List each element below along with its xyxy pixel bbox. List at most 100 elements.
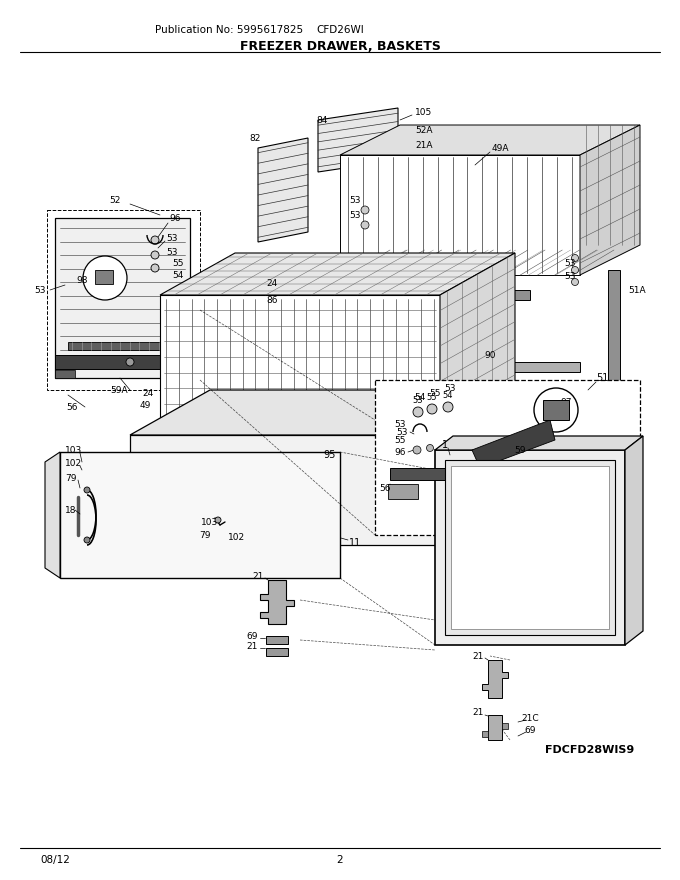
Text: 53: 53 (413, 395, 424, 405)
Text: 55: 55 (172, 259, 184, 268)
Text: 21: 21 (246, 642, 258, 650)
Text: 95: 95 (324, 450, 336, 460)
Circle shape (361, 221, 369, 229)
Bar (375, 380, 640, 535)
Text: 53: 53 (166, 233, 177, 243)
Circle shape (151, 251, 159, 259)
Polygon shape (47, 210, 200, 390)
Bar (200, 290, 530, 300)
Text: 55: 55 (429, 388, 441, 398)
Text: 97: 97 (560, 398, 572, 407)
Text: 52A: 52A (415, 126, 432, 135)
Text: 55: 55 (427, 392, 437, 401)
Text: 53: 53 (350, 195, 361, 204)
Text: 49: 49 (139, 400, 151, 409)
Text: 54: 54 (414, 392, 426, 401)
Circle shape (126, 358, 134, 366)
Circle shape (571, 254, 579, 261)
Polygon shape (460, 390, 540, 545)
Text: 69: 69 (246, 632, 258, 641)
Text: 24: 24 (142, 388, 154, 398)
Text: 103: 103 (65, 445, 82, 454)
Bar (488, 715, 502, 740)
Text: 54: 54 (443, 391, 454, 400)
Text: 18: 18 (65, 505, 77, 515)
Polygon shape (130, 390, 540, 435)
Polygon shape (160, 253, 515, 295)
Text: 24: 24 (267, 278, 277, 288)
Polygon shape (482, 660, 508, 698)
Bar (543, 400, 569, 420)
Bar (502, 723, 508, 729)
Text: 53: 53 (564, 259, 576, 268)
Text: 84: 84 (316, 115, 328, 124)
Polygon shape (580, 125, 640, 275)
Text: 2: 2 (337, 855, 343, 865)
Polygon shape (440, 253, 515, 450)
Text: 542: 542 (523, 542, 537, 552)
Text: 105: 105 (415, 107, 432, 116)
Circle shape (413, 407, 423, 417)
Bar (482, 731, 488, 737)
Text: 1: 1 (442, 440, 448, 450)
Text: 102: 102 (65, 458, 82, 467)
Circle shape (413, 446, 421, 454)
Text: 96: 96 (169, 214, 181, 223)
Text: 59A: 59A (110, 385, 128, 394)
Polygon shape (451, 466, 609, 629)
Polygon shape (318, 108, 398, 172)
Bar (388, 484, 418, 499)
Text: Publication No: 5995617825: Publication No: 5995617825 (155, 25, 303, 35)
Text: FREEZER DRAWER, BASKETS: FREEZER DRAWER, BASKETS (239, 40, 441, 53)
Text: 82: 82 (250, 134, 260, 143)
Polygon shape (445, 460, 615, 635)
Text: 53: 53 (34, 285, 46, 295)
Bar (266, 648, 288, 656)
Circle shape (151, 264, 159, 272)
Polygon shape (130, 435, 460, 545)
Circle shape (427, 404, 437, 414)
Circle shape (571, 278, 579, 285)
Text: 08/12: 08/12 (40, 855, 70, 865)
Circle shape (84, 537, 90, 543)
Text: 53: 53 (394, 420, 406, 429)
Polygon shape (435, 436, 643, 450)
Polygon shape (472, 420, 555, 468)
Text: 53: 53 (444, 384, 456, 392)
Text: 53: 53 (350, 210, 361, 219)
Text: 53: 53 (396, 428, 408, 436)
Polygon shape (625, 436, 643, 645)
Text: 86: 86 (267, 296, 277, 304)
Text: 102: 102 (228, 532, 245, 541)
Text: 53: 53 (166, 247, 177, 256)
Text: 21: 21 (473, 708, 483, 716)
Text: 11: 11 (349, 538, 361, 548)
Text: FDCFD28WIS9: FDCFD28WIS9 (545, 745, 634, 755)
Text: 96: 96 (394, 448, 406, 457)
Circle shape (83, 256, 127, 300)
Text: 51A: 51A (628, 285, 645, 295)
Circle shape (534, 388, 578, 432)
Polygon shape (160, 295, 440, 450)
Circle shape (361, 206, 369, 214)
Text: 79: 79 (199, 531, 211, 539)
Text: 49A: 49A (491, 143, 509, 152)
Text: 53: 53 (564, 272, 576, 281)
Circle shape (426, 444, 433, 451)
Text: 56: 56 (66, 402, 78, 412)
Bar (55, 355, 190, 369)
Text: 79: 79 (65, 473, 77, 482)
Text: 52: 52 (109, 195, 120, 204)
Text: 56: 56 (379, 483, 391, 493)
Text: 59: 59 (514, 445, 526, 454)
Circle shape (571, 267, 579, 274)
Bar (68, 342, 183, 350)
Text: 98: 98 (76, 275, 88, 284)
Text: 54: 54 (172, 270, 184, 280)
Text: 21A: 21A (415, 141, 432, 150)
Polygon shape (340, 155, 580, 275)
Polygon shape (258, 138, 308, 242)
Text: 21C: 21C (521, 714, 539, 722)
Bar (95, 270, 113, 284)
Circle shape (84, 487, 90, 493)
